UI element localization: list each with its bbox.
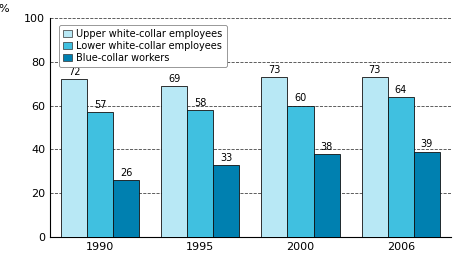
Text: 60: 60 <box>294 93 307 103</box>
Text: 72: 72 <box>68 67 80 77</box>
Bar <box>388 97 414 237</box>
Text: 39: 39 <box>421 140 433 150</box>
Text: 58: 58 <box>194 98 207 108</box>
Text: 57: 57 <box>94 100 106 110</box>
Text: 38: 38 <box>320 142 333 152</box>
Bar <box>161 86 187 237</box>
Bar <box>87 112 113 237</box>
Bar <box>213 165 239 237</box>
Text: 33: 33 <box>220 153 233 163</box>
Bar <box>262 77 288 237</box>
Bar <box>61 79 87 237</box>
Text: 73: 73 <box>268 65 281 75</box>
Legend: Upper white-collar employees, Lower white-collar employees, Blue-collar workers: Upper white-collar employees, Lower whit… <box>59 25 227 67</box>
Text: 69: 69 <box>168 74 180 84</box>
Bar <box>362 77 388 237</box>
Text: 73: 73 <box>369 65 381 75</box>
Text: 64: 64 <box>394 85 407 95</box>
Bar <box>288 106 313 237</box>
Bar <box>187 110 213 237</box>
Bar <box>313 154 339 237</box>
Text: %: % <box>0 4 9 14</box>
Text: 26: 26 <box>120 168 132 178</box>
Bar <box>113 180 139 237</box>
Bar <box>414 152 440 237</box>
